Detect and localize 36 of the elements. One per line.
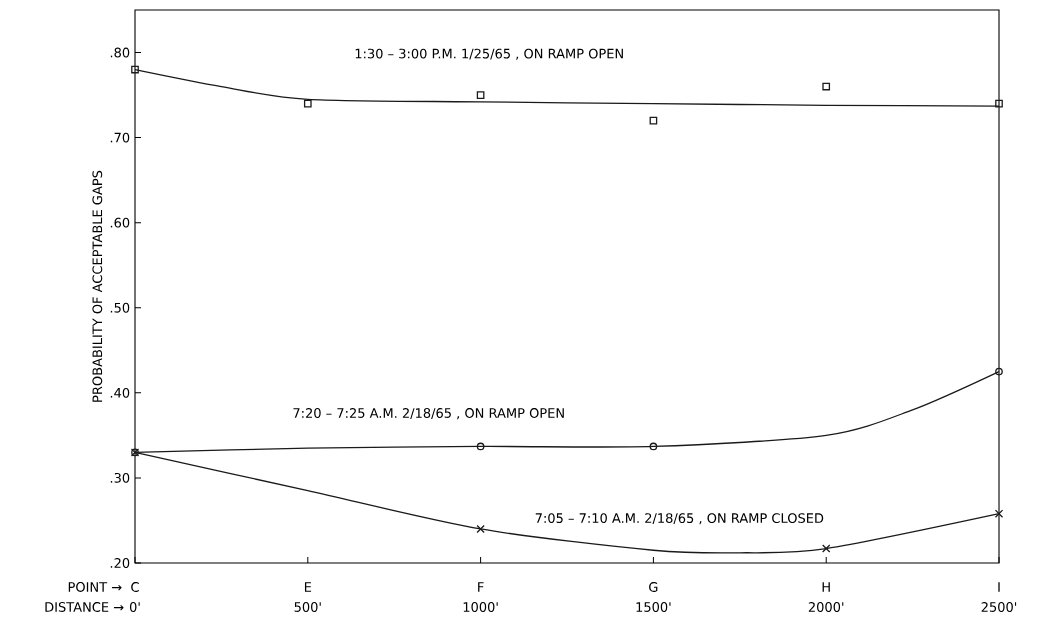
point xyxy=(303,99,312,108)
y-tick-label: .80 xyxy=(110,47,130,58)
point xyxy=(994,509,1004,518)
y-tick-label: .40 xyxy=(110,387,130,398)
text: F xyxy=(478,582,484,592)
point xyxy=(649,442,658,451)
text: H xyxy=(822,582,830,592)
text: I xyxy=(998,582,1000,592)
x-tick-label: 2000' xyxy=(808,602,844,612)
y-tick-label: .30 xyxy=(110,473,130,483)
text: C xyxy=(131,582,139,592)
point xyxy=(649,116,658,125)
y-tick-label: .70 xyxy=(110,132,130,143)
text: POINT → xyxy=(68,582,122,592)
point xyxy=(476,442,485,451)
text: E xyxy=(304,582,312,592)
y-tick-label: .20 xyxy=(110,558,130,568)
point xyxy=(476,91,485,99)
x-tick-label: 2500' xyxy=(981,602,1017,612)
x-axis-title: DISTANCE → xyxy=(45,602,124,612)
x-tick-label: 0' xyxy=(129,602,140,612)
x-tick-label: 1000' xyxy=(463,602,498,612)
annotation: 7:20 – 7:25 A.M. 2/18/65 , ON RAMP OPEN xyxy=(293,408,564,420)
y-axis-title: PROBABILITY OF ACCEPTABLE GAPS xyxy=(92,170,103,402)
y-tick-label: .50 xyxy=(110,302,130,313)
point xyxy=(822,82,831,91)
y-tick-label: .60 xyxy=(110,217,130,228)
x-tick-label: 1500' xyxy=(636,602,671,612)
point xyxy=(131,65,139,74)
text: G xyxy=(649,582,658,592)
line-series xyxy=(134,68,1000,107)
annotation: 7:05 – 7:10 A.M. 2/18/65 , ON RAMP CLOSED xyxy=(535,513,824,525)
point xyxy=(822,544,831,553)
annotation: 1:30 – 3:00 P.M. 1/25/65 , ON RAMP OPEN xyxy=(355,48,623,60)
point xyxy=(476,524,485,534)
x-tick-label: 500' xyxy=(294,602,321,612)
